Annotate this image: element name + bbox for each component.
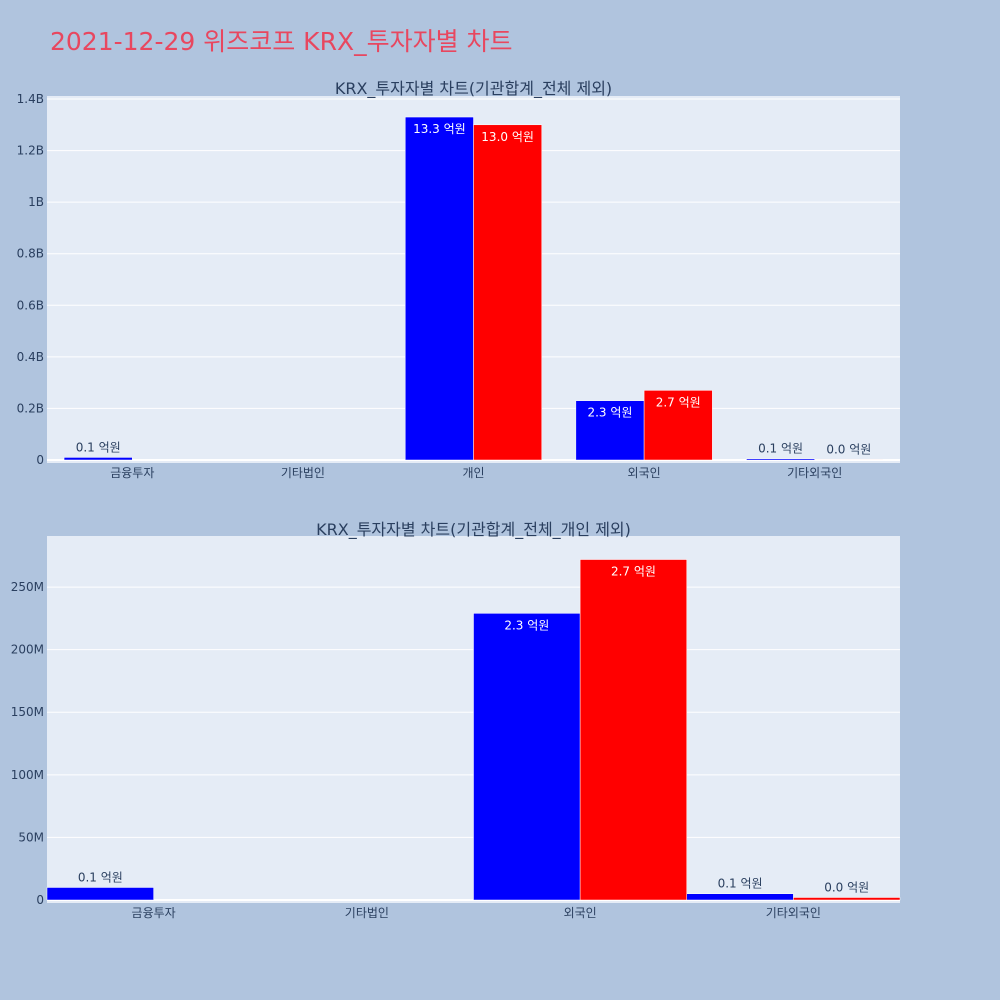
bar-series-1[interactable] [473, 613, 581, 901]
x-tick-label: 외국인 [628, 466, 661, 480]
bar-data-label: 2.7 억원 [611, 565, 656, 579]
chart-title: KRX_투자자별 차트(기관합계_전체_개인 제외) [316, 520, 631, 540]
x-tick-label: 기타외국인 [787, 466, 842, 480]
bar-data-label: 0.1 억원 [718, 877, 763, 891]
x-tick-label: 기타외국인 [766, 906, 821, 920]
chart-krx-investor-overall: 0 0.2B 0.4B 0.6B 0.8B 1B 1.2B 1.4B KRX_투자자별 차트(기… [17, 79, 900, 480]
x-tick-label: 금융투자 [110, 466, 154, 480]
y-tick-label: 0.8B [17, 247, 44, 261]
bar-series-2[interactable] [643, 390, 713, 461]
page-title: 2021-12-29 위즈코프 KRX_투자자별 차트 [50, 27, 513, 56]
bar-data-label: 2.3 억원 [504, 618, 549, 632]
bar-data-label: 0.1 억원 [78, 870, 123, 884]
y-tick-label: 0.6B [17, 298, 44, 312]
bar-series-1[interactable] [46, 887, 154, 901]
chart-title: KRX_투자자별 차트(기관합계_전체 제외) [335, 79, 612, 99]
y-tick-label: 250M [11, 580, 44, 594]
y-tick-label: 0 [36, 453, 44, 467]
x-tick-label: 금융투자 [132, 906, 176, 920]
bar-series-1[interactable] [686, 893, 794, 901]
bar-data-label: 13.0 억원 [481, 130, 534, 144]
x-tick-label: 기타법인 [345, 906, 389, 920]
x-tick-label: 외국인 [564, 906, 597, 920]
x-tick-label: 개인 [462, 466, 484, 480]
bar-data-label: 2.3 억원 [587, 406, 632, 420]
bar-series-2[interactable] [814, 459, 884, 461]
y-tick-label: 50M [18, 830, 44, 844]
y-tick-label: 0 [36, 893, 44, 907]
bar-data-label: 0.0 억원 [826, 442, 871, 456]
y-tick-label: 0.4B [17, 350, 44, 364]
bar-data-label: 0.1 억원 [758, 442, 803, 456]
bar-series-1[interactable] [575, 400, 645, 461]
y-tick-label: 1.2B [17, 144, 44, 158]
bar-series-2[interactable] [473, 124, 542, 461]
y-tick-label: 150M [11, 705, 44, 719]
x-tick-label: 기타법인 [281, 466, 325, 480]
y-tick-label: 1.4B [17, 92, 44, 106]
bar-data-label: 13.3 억원 [413, 122, 466, 136]
bar-series-2[interactable] [579, 559, 687, 901]
y-tick-label: 1B [28, 195, 44, 209]
bar-series-2[interactable] [793, 897, 901, 901]
y-tick-label: 100M [11, 768, 44, 782]
y-tick-label: 0.2B [17, 401, 44, 415]
bar-data-label: 0.0 억원 [824, 880, 869, 894]
bar-data-label: 2.7 억원 [656, 395, 701, 409]
bar-series-1[interactable] [63, 457, 133, 461]
bar-data-label: 0.1 억원 [76, 440, 121, 454]
y-tick-label: 200M [11, 643, 44, 657]
